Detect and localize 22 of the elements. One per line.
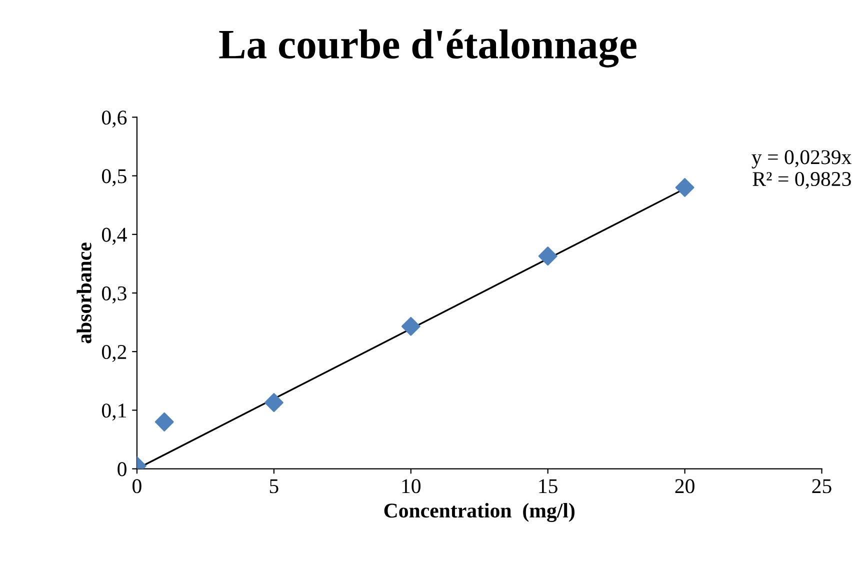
annotation: y = 0,0239x R² = 0,9823 — [752, 150, 852, 190]
point — [401, 316, 420, 336]
x-tick-label: 10 — [402, 479, 420, 494]
point — [264, 393, 284, 412]
point — [154, 412, 174, 432]
x-tick-label: 15 — [539, 479, 558, 494]
y-tick-label: 0,3 — [102, 286, 126, 304]
y-tick-label: 0 — [118, 462, 126, 476]
y-tick-label: 0,4 — [102, 228, 127, 245]
point — [538, 246, 558, 266]
y-axis-title: absorbance — [76, 242, 92, 344]
x-tick-label: 20 — [675, 479, 694, 494]
y-tick-label: 0,1 — [102, 404, 126, 421]
x-axis-title: Concentration (mg/l) — [384, 502, 574, 522]
x-tick-label: 0 — [132, 479, 142, 494]
y-tick-label: 0,5 — [102, 169, 126, 186]
chart-title: La courbe d'étalonnage — [219, 29, 636, 68]
y-tick-label: 0,2 — [102, 344, 126, 362]
x-tick-label: 5 — [270, 479, 278, 494]
x-tick-label: 25 — [812, 479, 832, 494]
y-tick-label: 0,6 — [102, 110, 127, 128]
point — [675, 178, 694, 197]
